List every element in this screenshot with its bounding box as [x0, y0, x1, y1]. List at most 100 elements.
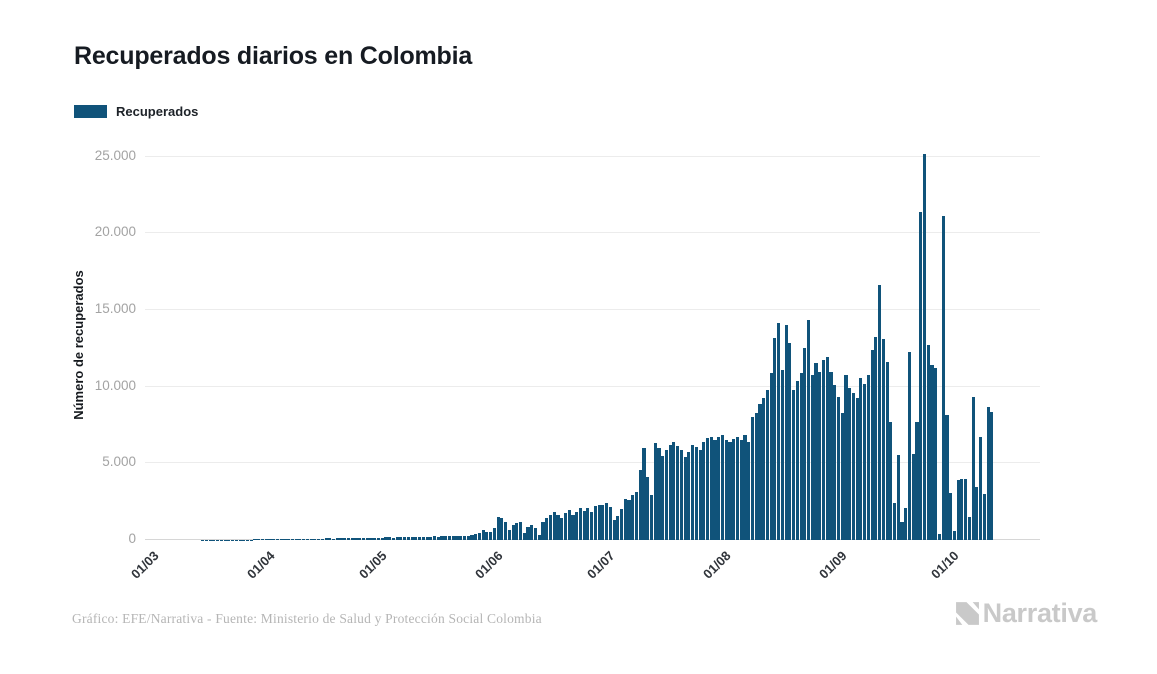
bar [500, 518, 504, 540]
bar [268, 539, 272, 540]
bar [332, 538, 336, 540]
bar [851, 393, 855, 540]
bar [481, 530, 485, 540]
legend-label: Recuperados [116, 104, 199, 119]
bar [470, 535, 474, 540]
gridline-15000 [145, 309, 1040, 310]
y-tick-label: 25.000 [94, 147, 136, 163]
bar [799, 373, 803, 540]
bar [294, 538, 298, 540]
bar [444, 536, 448, 540]
brand-logo: Narrativa [954, 598, 1097, 629]
bar [720, 434, 725, 540]
bar [320, 538, 324, 540]
bar [376, 537, 381, 540]
bar [964, 478, 968, 540]
bar [451, 536, 455, 540]
bar [859, 378, 863, 540]
bar [945, 415, 949, 540]
bar [459, 536, 463, 540]
bar [833, 384, 837, 540]
bar [885, 361, 889, 540]
bar [922, 153, 927, 540]
bar [253, 539, 257, 540]
x-tick-label: 01/07 [584, 548, 618, 582]
bar [373, 537, 377, 540]
bar [642, 448, 646, 540]
chart-title: Recuperados diarios en Colombia [74, 42, 473, 70]
bar [369, 537, 373, 540]
bar [519, 521, 523, 540]
bar [477, 533, 481, 540]
bar [298, 538, 302, 540]
bar [934, 368, 938, 540]
bar [878, 285, 882, 540]
bar [597, 504, 601, 540]
legend-swatch-recuperados [74, 105, 107, 118]
bar [257, 539, 261, 540]
bar [290, 538, 294, 540]
bar [657, 448, 661, 540]
bar [339, 538, 343, 540]
bar [466, 535, 470, 540]
bar [803, 348, 807, 540]
bar [511, 524, 515, 540]
bar [343, 538, 347, 540]
bar [462, 535, 467, 540]
bar [889, 421, 893, 540]
bar [870, 350, 874, 540]
bar [949, 493, 953, 540]
x-tick-label: 01/05 [356, 548, 390, 582]
bar [709, 437, 713, 540]
bar [384, 537, 388, 540]
bar [881, 339, 885, 540]
bar [619, 508, 624, 540]
bar [758, 403, 762, 540]
y-tick-label: 5.000 [102, 454, 136, 470]
bar [489, 531, 493, 540]
bar [260, 539, 265, 540]
bar [896, 455, 900, 540]
bar [743, 434, 747, 540]
bar [560, 518, 564, 540]
brand-name: Narrativa [982, 598, 1098, 628]
bar [792, 390, 796, 540]
bar [911, 454, 915, 540]
bar [713, 440, 717, 540]
bar [608, 507, 612, 540]
bar [893, 503, 897, 540]
x-tick-label: 01/04 [243, 548, 278, 582]
bar [653, 443, 657, 540]
bar [582, 510, 586, 540]
bar [863, 383, 867, 540]
bar [537, 534, 541, 540]
bar [866, 375, 870, 540]
bar [638, 470, 642, 540]
bar [668, 445, 672, 540]
x-tick-label: 01/10 [928, 548, 962, 582]
bar [683, 456, 687, 540]
bar [694, 446, 698, 540]
bar [907, 351, 912, 540]
x-tick-label: 01/03 [127, 548, 162, 582]
bar [960, 478, 964, 540]
bar [679, 450, 683, 540]
bar [365, 538, 369, 540]
y-tick-label: 0 [128, 531, 136, 546]
bar [735, 437, 740, 540]
bar [485, 531, 489, 540]
bar [335, 538, 339, 540]
bar [414, 537, 418, 540]
bar [616, 516, 620, 540]
bar [649, 495, 654, 540]
bar [496, 516, 500, 540]
bar [455, 535, 459, 540]
bar [346, 538, 351, 540]
bar [765, 390, 769, 540]
bar [354, 538, 358, 540]
bar [926, 345, 930, 540]
bar [380, 537, 384, 540]
bar [762, 398, 766, 540]
bar [279, 539, 283, 540]
bar [590, 512, 594, 540]
